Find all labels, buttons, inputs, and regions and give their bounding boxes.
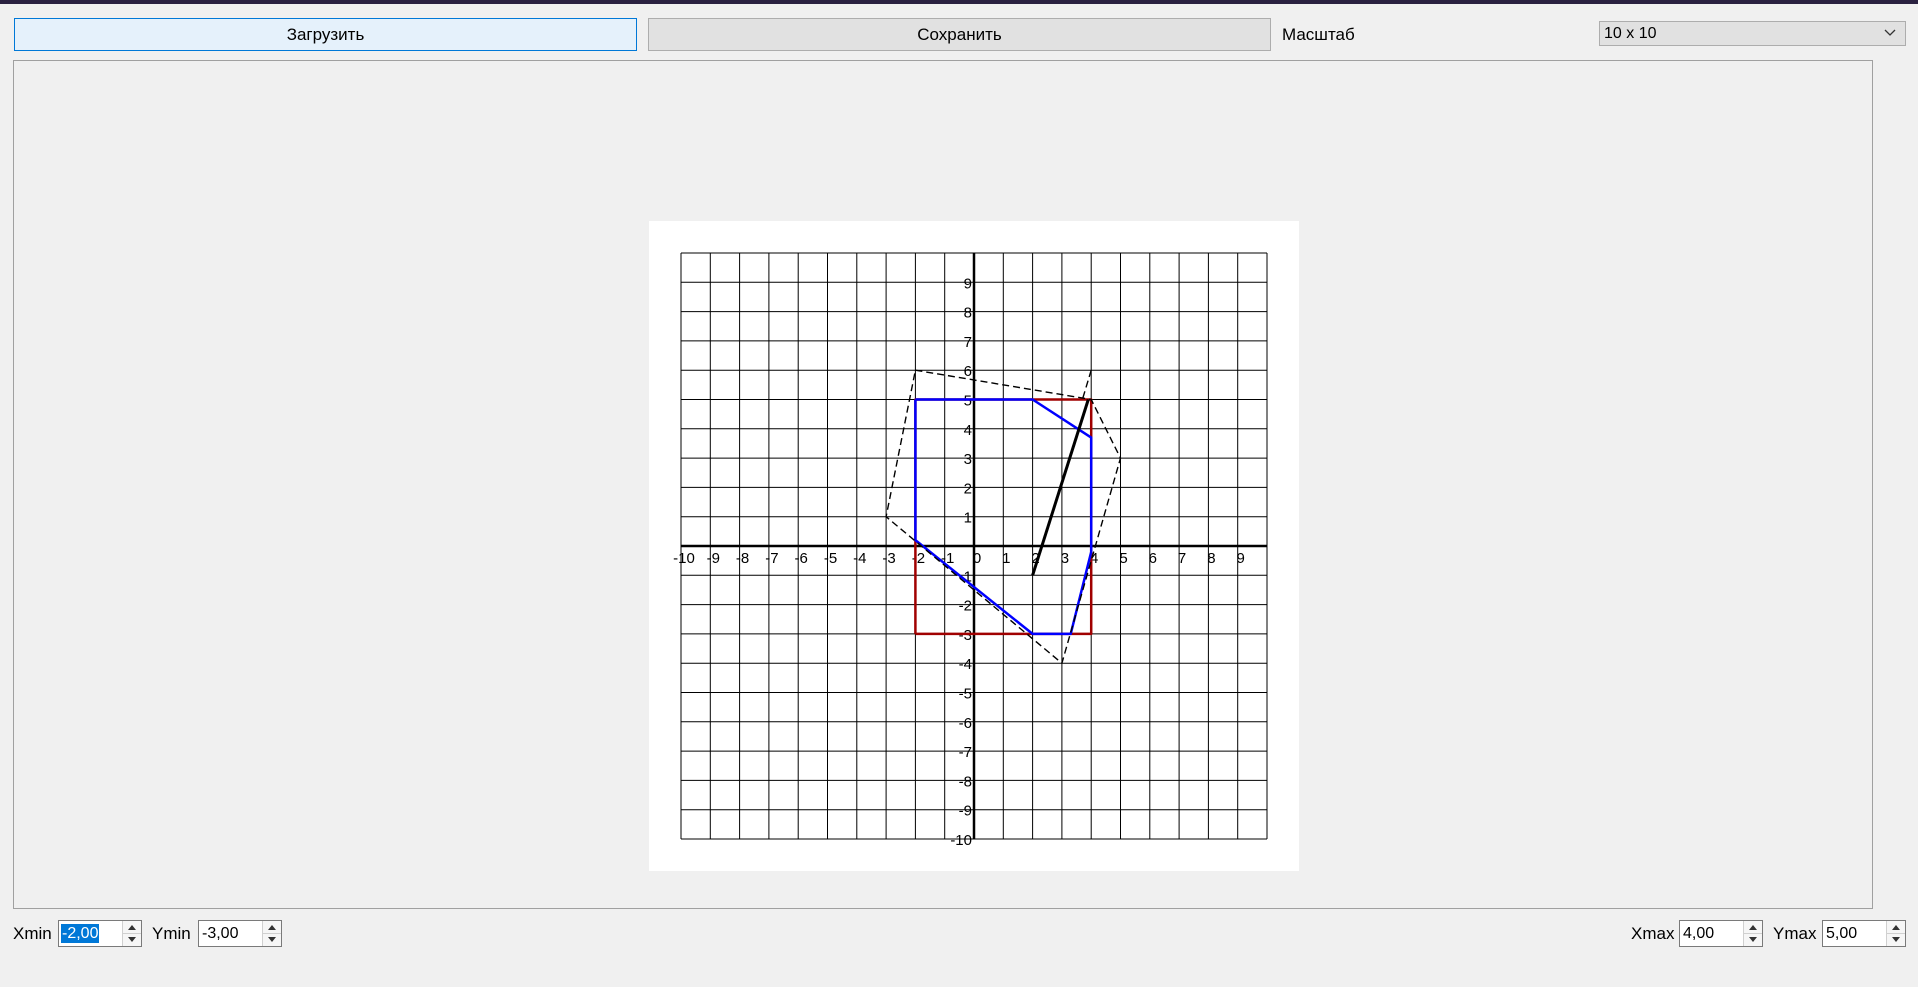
- y-tick-label: -8: [959, 773, 972, 790]
- arrow-down-icon: [1892, 936, 1900, 942]
- x-tick-label: -10: [673, 550, 695, 567]
- y-tick-label: -3: [959, 627, 972, 644]
- x-tick-label: -9: [707, 550, 720, 567]
- x-tick-label: 5: [1119, 550, 1127, 567]
- y-tick-label: -6: [959, 715, 972, 732]
- series-line-4: [1031, 399, 1090, 576]
- x-tick-label: 9: [1237, 550, 1245, 567]
- scale-label: Масштаб: [1282, 25, 1355, 44]
- y-tick-label: 1: [964, 510, 972, 527]
- arrow-up-icon: [1749, 924, 1757, 930]
- drawing-panel: -10 -9 -8 -7 -6 -5 -4 -3 -2 -1 0 1 2 3 4 5 6 7 8 9 9 8 7 6 5 4 3 2 1…: [13, 60, 1873, 909]
- xmax-decrement-button[interactable]: [1744, 933, 1762, 945]
- ymin-spin-buttons: [262, 921, 281, 946]
- x-tick-label: -8: [736, 550, 749, 567]
- load-button-label: Загрузить: [286, 24, 365, 44]
- save-button-label: Сохранить: [917, 24, 1002, 44]
- y-tick-label: 3: [964, 451, 972, 468]
- xmax-spin-buttons: [1743, 921, 1762, 946]
- x-tick-label: 1: [1002, 550, 1010, 567]
- y-tick-label: -5: [959, 686, 972, 703]
- y-tick-label: 2: [964, 480, 972, 497]
- load-button[interactable]: Загрузить: [14, 18, 637, 51]
- ymin-value: -3,00: [202, 925, 239, 942]
- ymin-spinbox[interactable]: -3,00: [198, 920, 282, 947]
- ymin-label: Ymin: [152, 924, 191, 943]
- y-tick-label: -10: [950, 832, 972, 849]
- scale-dropdown-value: 10 x 10: [1604, 24, 1657, 42]
- xmin-decrement-button[interactable]: [123, 933, 141, 945]
- x-tick-label: 8: [1207, 550, 1215, 567]
- xmin-spinbox[interactable]: -2,00: [58, 920, 142, 947]
- save-button[interactable]: Сохранить: [648, 18, 1271, 51]
- x-tick-label: -7: [765, 550, 778, 567]
- scale-dropdown[interactable]: 10 x 10: [1599, 21, 1906, 46]
- y-tick-label: 7: [964, 334, 972, 351]
- series-line-1: [914, 398, 1093, 636]
- plot-canvas[interactable]: -10 -9 -8 -7 -6 -5 -4 -3 -2 -1 0 1 2 3 4 5 6 7 8 9 9 8 7 6 5 4 3 2 1…: [649, 221, 1299, 871]
- x-tick-label: -4: [853, 550, 866, 567]
- y-tick-label: -2: [959, 598, 972, 615]
- y-tick-label: 8: [964, 305, 972, 322]
- x-tick-label: -2: [912, 550, 925, 567]
- arrow-down-icon: [1749, 936, 1757, 942]
- coordinate-plot: -10 -9 -8 -7 -6 -5 -4 -3 -2 -1 0 1 2 3 4 5 6 7 8 9 9 8 7 6 5 4 3 2 1…: [673, 252, 1268, 849]
- arrow-down-icon: [128, 936, 136, 942]
- arrow-up-icon: [268, 924, 276, 930]
- y-tick-label: -7: [959, 744, 972, 761]
- ymax-increment-button[interactable]: [1887, 921, 1905, 934]
- ymax-value: 5,00: [1826, 925, 1858, 942]
- y-tick-label: -9: [959, 803, 972, 820]
- xmax-label: Xmax: [1631, 924, 1675, 943]
- series-line-2: [885, 369, 1122, 664]
- window-top-border: [0, 0, 1918, 4]
- x-tick-label: 3: [1061, 550, 1069, 567]
- ymin-increment-button[interactable]: [263, 921, 281, 934]
- x-tick-label: -6: [795, 550, 808, 567]
- x-tick-label: 4: [1090, 550, 1098, 567]
- xmax-value: 4,00: [1683, 925, 1715, 942]
- x-tick-label: -3: [882, 550, 895, 567]
- ymin-decrement-button[interactable]: [263, 933, 281, 945]
- ymax-spin-buttons: [1886, 921, 1905, 946]
- xmin-value: -2,00: [61, 924, 100, 943]
- y-tick-label: -4: [959, 656, 972, 673]
- x-tick-label: 6: [1149, 550, 1157, 567]
- chevron-down-icon: [1884, 29, 1896, 36]
- xmin-label: Xmin: [13, 924, 52, 943]
- x-tick-label: 0: [973, 550, 981, 567]
- y-tick-label: -1: [959, 568, 972, 585]
- y-tick-label: 9: [964, 275, 972, 292]
- xmin-increment-button[interactable]: [123, 921, 141, 934]
- ymax-spinbox[interactable]: 5,00: [1822, 920, 1906, 947]
- xmax-spinbox[interactable]: 4,00: [1679, 920, 1763, 947]
- arrow-down-icon: [268, 936, 276, 942]
- x-tick-label: 7: [1178, 550, 1186, 567]
- ymax-label: Ymax: [1773, 924, 1817, 943]
- ymax-decrement-button[interactable]: [1887, 933, 1905, 945]
- y-tick-label: 6: [964, 363, 972, 380]
- arrow-up-icon: [1892, 924, 1900, 930]
- arrow-up-icon: [128, 924, 136, 930]
- y-tick-label: 4: [964, 422, 972, 439]
- x-tick-label: -5: [824, 550, 837, 567]
- xmin-spin-buttons: [122, 921, 141, 946]
- series-line-3: [1081, 369, 1092, 400]
- y-tick-label: 5: [964, 393, 972, 410]
- x-tick-label: 2: [1031, 550, 1039, 567]
- xmax-increment-button[interactable]: [1744, 921, 1762, 934]
